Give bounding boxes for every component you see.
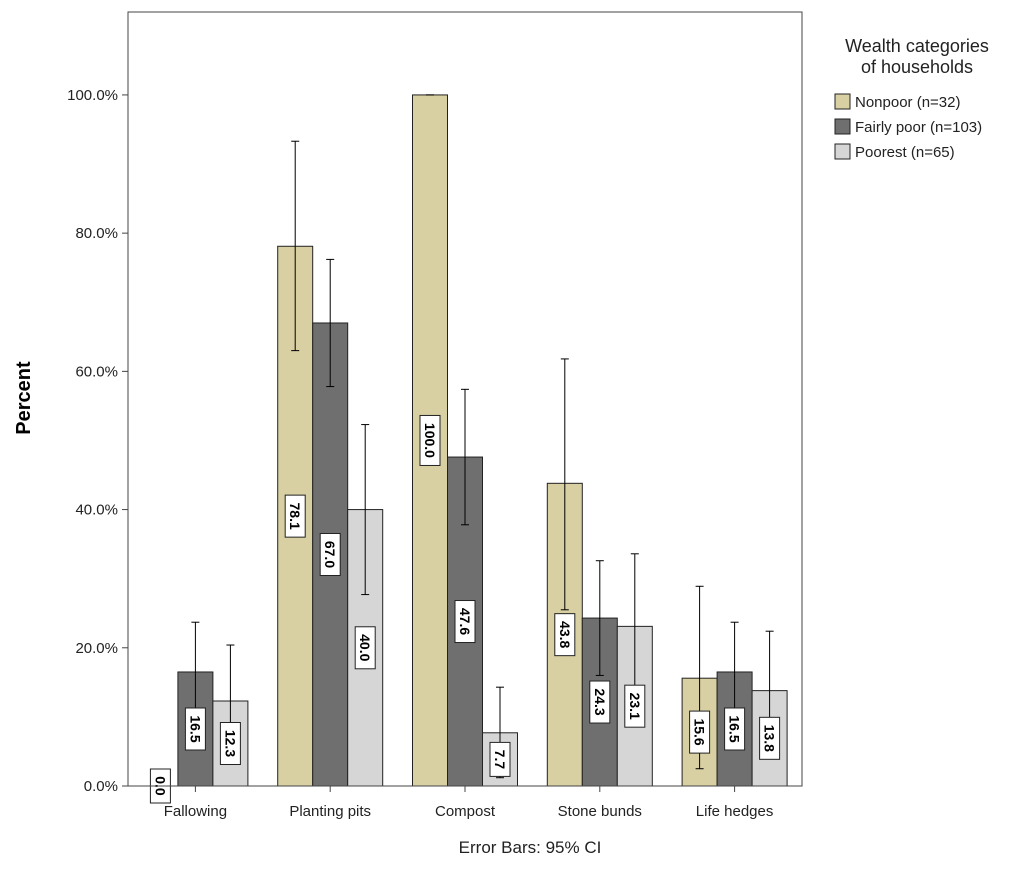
data-label: 15.6 [692,718,708,745]
data-label-group: 67.0 [319,532,341,576]
data-label-group: 23.1 [624,684,646,728]
legend-swatch [834,118,851,135]
x-tick-label: Life hedges [696,803,774,820]
legend-entry: Poorest (n=65) [855,144,955,161]
data-label-group: 100.0 [419,414,441,466]
data-label: 100.0 [422,423,438,458]
data-label-box [624,684,646,728]
data-label: 13.8 [762,725,778,752]
y-tick-label: 100.0% [67,87,118,104]
error-bars-footnote: Error Bars: 95% CI [459,838,602,857]
legend-entry: Fairly poor (n=103) [855,119,982,136]
x-tick-label: Stone bunds [558,803,642,820]
data-label-group: 24.3 [589,680,611,724]
legend-title: of households [861,57,973,77]
x-tick-label: Planting pits [289,803,371,820]
data-label: 78.1 [287,503,303,530]
y-axis-title: Percent [13,361,35,435]
data-label-box [454,600,476,644]
x-tick-label: Fallowing [164,803,227,820]
data-label-group: 16.5 [724,707,746,751]
data-label: 24.3 [592,688,608,715]
data-label: 40.0 [357,634,373,661]
y-tick-label: 60.0% [75,363,118,380]
data-label: 47.6 [457,608,473,635]
legend-entry: Nonpoor (n=32) [855,94,960,111]
data-label: 67.0 [322,541,338,568]
data-label-box [589,680,611,724]
data-label-group: 7.7 [489,741,511,777]
data-label-box [724,707,746,751]
data-label-group: 40.0 [354,626,376,670]
data-label-group: 47.6 [454,600,476,644]
data-label: 7.7 [492,750,508,770]
data-label-group: 16.5 [184,707,206,751]
y-tick-label: 80.0% [75,225,118,242]
data-label-box [354,626,376,670]
y-tick-label: 20.0% [75,640,118,657]
data-label-group: 15.6 [689,710,711,754]
data-label-box [554,613,576,657]
data-label-box [319,532,341,576]
data-label-box [759,716,781,760]
y-tick-label: 40.0% [75,502,118,519]
data-label-group: 43.8 [554,613,576,657]
data-label-group: 13.8 [759,716,781,760]
legend-swatch [834,143,851,160]
data-label-box [184,707,206,751]
legend-title: Wealth categories [845,36,989,56]
data-label: 23.1 [627,693,643,720]
data-label-box [689,710,711,754]
x-tick-label: Compost [435,803,496,820]
data-label-box [219,721,241,765]
data-label-box [419,414,441,466]
data-label: 16.5 [727,715,743,742]
data-label-group: 78.1 [284,494,306,538]
data-label-group: 12.3 [219,721,241,765]
data-label: 12.3 [222,730,238,757]
data-label: 43.8 [557,621,573,648]
data-label-box [284,494,306,538]
data-label-box [489,741,511,777]
legend-swatch [834,93,851,110]
y-tick-label: 0.0% [84,778,118,795]
data-label: 16.5 [187,715,203,742]
